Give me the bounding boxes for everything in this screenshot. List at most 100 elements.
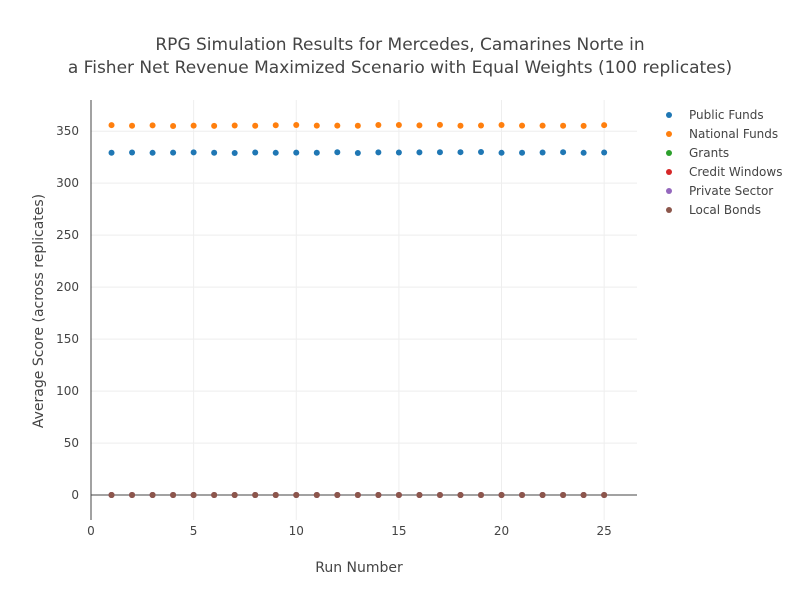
point-national-funds-17 <box>436 121 443 128</box>
x-tick-label-25: 25 <box>597 524 612 538</box>
point-national-funds-21 <box>519 122 526 129</box>
point-local-bonds-10 <box>293 492 300 499</box>
y-tick-label-0: 0 <box>71 488 79 502</box>
point-local-bonds-23 <box>560 492 567 499</box>
point-national-funds-9 <box>272 122 279 129</box>
legend-label-grants: Grants <box>689 146 729 160</box>
point-local-bonds-15 <box>395 492 402 499</box>
point-public-funds-12 <box>334 149 341 156</box>
point-national-funds-12 <box>334 122 341 129</box>
x-axis-label: Run Number <box>315 560 403 576</box>
point-national-funds-16 <box>416 122 423 129</box>
point-local-bonds-8 <box>252 492 259 499</box>
data-points <box>108 121 608 499</box>
point-local-bonds-11 <box>313 492 320 499</box>
point-local-bonds-24 <box>580 492 587 499</box>
point-national-funds-22 <box>539 122 546 129</box>
point-local-bonds-22 <box>539 492 546 499</box>
point-local-bonds-7 <box>231 492 238 499</box>
point-public-funds-4 <box>170 149 177 156</box>
x-tick-label-0: 0 <box>87 524 95 538</box>
legend-marker-national-funds <box>666 131 672 137</box>
point-national-funds-15 <box>395 121 402 128</box>
point-public-funds-6 <box>211 149 218 156</box>
point-public-funds-14 <box>375 149 382 156</box>
point-local-bonds-9 <box>272 492 279 499</box>
series-national-funds <box>108 121 608 129</box>
point-national-funds-1 <box>108 122 115 129</box>
legend-label-private-sector: Private Sector <box>689 184 773 198</box>
point-public-funds-16 <box>416 149 423 156</box>
point-public-funds-23 <box>560 149 567 156</box>
point-public-funds-25 <box>601 149 608 156</box>
point-public-funds-3 <box>149 149 156 156</box>
point-national-funds-10 <box>293 121 300 128</box>
point-public-funds-11 <box>313 149 320 156</box>
y-axis-label: Average Score (across replicates) <box>31 194 47 428</box>
point-public-funds-22 <box>539 149 546 156</box>
legend-label-national-funds: National Funds <box>689 127 778 141</box>
point-national-funds-3 <box>149 122 156 129</box>
point-national-funds-4 <box>170 122 177 129</box>
point-national-funds-13 <box>354 122 361 129</box>
x-tick-label-20: 20 <box>494 524 509 538</box>
point-local-bonds-13 <box>354 492 361 499</box>
point-local-bonds-25 <box>601 492 608 499</box>
x-tick-label-15: 15 <box>391 524 406 538</box>
point-local-bonds-12 <box>334 492 341 499</box>
point-local-bonds-2 <box>129 492 136 499</box>
point-national-funds-25 <box>601 122 608 129</box>
series-public-funds <box>108 148 608 157</box>
point-public-funds-21 <box>519 149 526 156</box>
point-local-bonds-3 <box>149 492 156 499</box>
y-tick-label-150: 150 <box>56 332 79 346</box>
y-tick-label-200: 200 <box>56 280 79 294</box>
y-tick-label-300: 300 <box>56 176 79 190</box>
legend-label-public-funds: Public Funds <box>689 108 764 122</box>
chart-title-line-1: RPG Simulation Results for Mercedes, Cam… <box>155 35 644 55</box>
point-public-funds-5 <box>190 149 197 156</box>
legend-marker-public-funds <box>666 112 672 118</box>
point-national-funds-5 <box>190 122 197 129</box>
point-national-funds-8 <box>252 122 259 129</box>
point-national-funds-23 <box>560 122 567 129</box>
point-public-funds-19 <box>478 148 484 155</box>
point-national-funds-2 <box>129 122 136 129</box>
point-public-funds-18 <box>457 149 464 156</box>
point-local-bonds-4 <box>170 492 177 499</box>
legend-marker-private-sector <box>666 188 672 194</box>
point-local-bonds-19 <box>478 492 484 499</box>
point-public-funds-15 <box>395 149 402 156</box>
legend-marker-credit-windows <box>666 169 672 175</box>
point-local-bonds-17 <box>436 492 443 499</box>
point-local-bonds-5 <box>190 492 197 499</box>
point-public-funds-17 <box>436 149 443 156</box>
tick-labels: 0 50 100 150 200 250 300 350 0 5 10 15 20 25 <box>56 124 612 538</box>
point-public-funds-1 <box>108 149 115 156</box>
point-national-funds-19 <box>478 122 484 129</box>
point-national-funds-24 <box>580 122 587 129</box>
point-national-funds-14 <box>375 122 382 129</box>
point-local-bonds-21 <box>519 492 526 499</box>
point-local-bonds-14 <box>375 492 382 499</box>
point-public-funds-2 <box>129 149 136 156</box>
point-local-bonds-6 <box>211 492 218 499</box>
point-public-funds-7 <box>231 150 238 157</box>
point-national-funds-20 <box>498 122 505 129</box>
legend-marker-local-bonds <box>666 207 672 213</box>
legend-label-credit-windows: Credit Windows <box>689 165 782 179</box>
chart-title-line-2: a Fisher Net Revenue Maximized Scenario … <box>68 58 732 78</box>
point-public-funds-8 <box>252 149 259 156</box>
point-public-funds-9 <box>272 149 279 156</box>
point-national-funds-11 <box>313 122 320 129</box>
y-tick-label-100: 100 <box>56 384 79 398</box>
point-public-funds-24 <box>580 149 587 156</box>
point-public-funds-13 <box>354 150 361 157</box>
point-local-bonds-18 <box>457 492 464 499</box>
point-local-bonds-20 <box>498 492 505 499</box>
point-national-funds-18 <box>457 122 464 129</box>
legend-marker-grants <box>666 150 672 156</box>
point-public-funds-10 <box>293 149 300 156</box>
series-local-bonds <box>108 492 608 499</box>
point-national-funds-6 <box>211 122 218 129</box>
